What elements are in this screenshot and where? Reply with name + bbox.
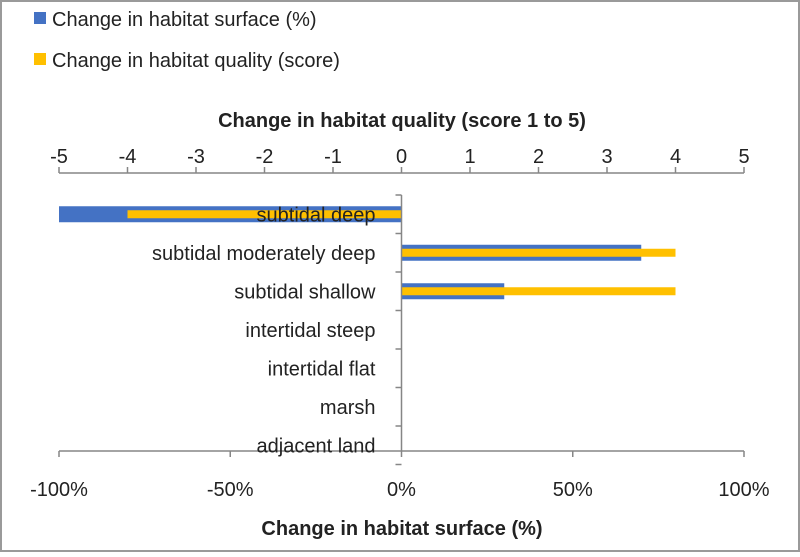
bars [59,206,676,300]
category-label: subtidal moderately deep [152,243,375,265]
category-label: subtidal shallow [234,281,376,303]
category-label: intertidal steep [245,320,375,342]
bottom-axis-title: Change in habitat surface (%) [261,518,542,540]
top-axis-tick-label: -4 [119,146,137,168]
category-label: marsh [320,397,376,419]
top-axis-tick-label: -5 [50,146,68,168]
top-axis-tick-label: -3 [187,146,205,168]
legend-label-surface: Change in habitat surface (%) [52,9,317,31]
category-axis: subtidal deep subtidal moderately deep sub… [152,194,403,466]
top-axis-tick-label: 5 [738,146,749,168]
bottom-axis-tick-label: -100% [30,479,88,501]
top-axis-title: Change in habitat quality (score 1 to 5) [218,110,586,132]
category-label: subtidal deep [257,204,376,226]
top-axis-tick-label: 2 [533,146,544,168]
bottom-axis-tick-label: 50% [553,479,593,501]
bottom-axis-tick-label: -50% [207,479,254,501]
bar-quality [401,287,676,296]
category-label: adjacent land [257,435,376,457]
top-axis-tick-label: -1 [324,146,342,168]
legend-label-quality: Change in habitat quality (score) [52,50,340,72]
category-label: intertidal flat [268,358,376,380]
top-axis-tick-label: 1 [464,146,475,168]
bottom-axis-tick-label: 0% [387,479,416,501]
bottom-axis-tick-label: 100% [718,479,769,501]
legend-swatch-surface [34,12,46,24]
legend: Change in habitat surface (%) Change in … [34,9,340,72]
top-axis-tick-label: -2 [256,146,274,168]
top-axis: -5 -4 -3 -2 -1 0 1 2 3 4 5 [50,146,750,174]
top-axis-tick-label: 3 [601,146,612,168]
legend-item-surface: Change in habitat surface (%) [34,9,317,31]
top-axis-tick-label: 4 [670,146,681,168]
bar-quality [127,210,402,219]
top-axis-tick-label: 0 [396,146,407,168]
legend-swatch-quality [34,53,46,65]
bottom-axis: -100% -50% 0% 50% 100% [30,450,770,501]
legend-item-quality: Change in habitat quality (score) [34,50,340,72]
bar-quality [401,248,676,257]
